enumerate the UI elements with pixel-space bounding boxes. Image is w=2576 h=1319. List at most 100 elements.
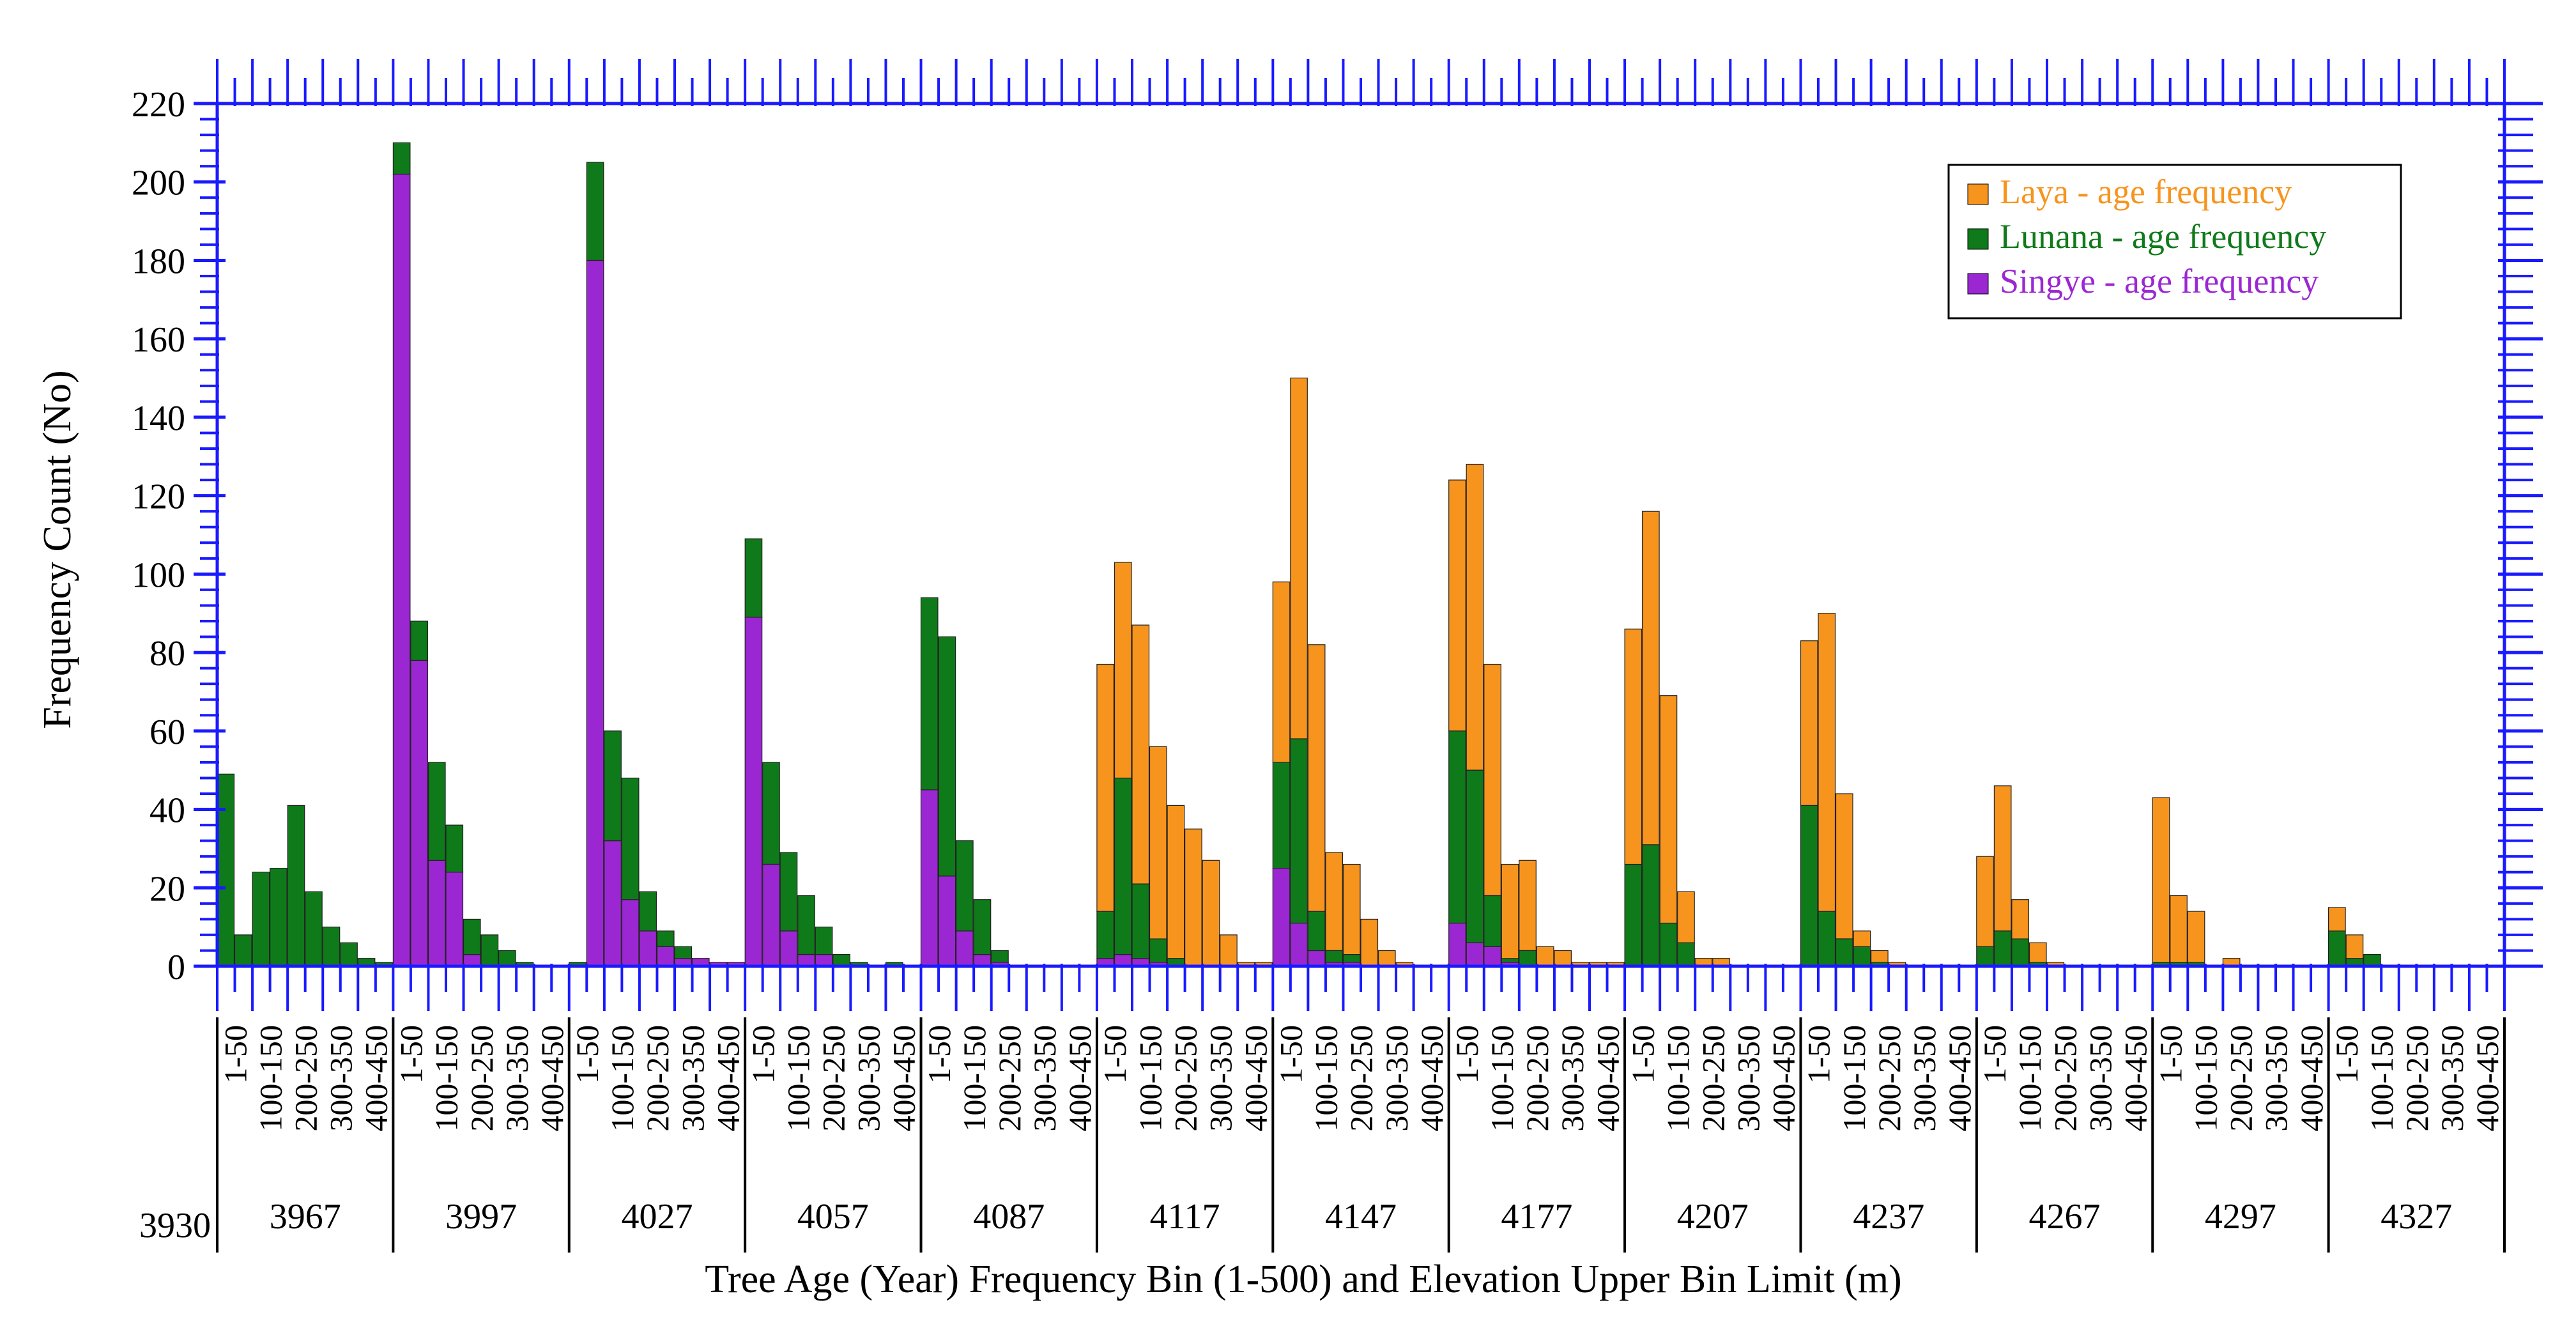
bar-laya-4207-3 xyxy=(1677,891,1695,943)
age-bin-label: 300-350 xyxy=(2258,1025,2294,1132)
bar-lunana-3997-0 xyxy=(392,142,411,175)
bar-lunana-4057-0 xyxy=(744,538,763,618)
age-bin-label: 400-450 xyxy=(1942,1025,1977,1132)
age-bin-label: 400-450 xyxy=(358,1025,394,1132)
bar-laya-4207-1 xyxy=(1642,511,1660,845)
age-bin-label: 200-250 xyxy=(2399,1025,2435,1132)
age-bin-label: 1-50 xyxy=(2153,1025,2189,1084)
age-bin-label: 300-350 xyxy=(1379,1025,1414,1132)
age-bin-label: 100-150 xyxy=(429,1025,464,1132)
age-bin-label: 200-250 xyxy=(816,1025,852,1132)
bar-laya-4237-2 xyxy=(1835,793,1853,939)
x-axis-title: Tree Age (Year) Frequency Bin (1-500) an… xyxy=(705,1258,1901,1301)
bar-lunana-4177-2 xyxy=(1483,895,1501,947)
bar-singye-3997-2 xyxy=(427,860,446,967)
elevation-label-3997: 3997 xyxy=(445,1197,517,1237)
bar-singye-4087-1 xyxy=(938,875,956,967)
age-bin-label: 200-250 xyxy=(2047,1025,2083,1132)
bar-lunana-3967-4 xyxy=(287,805,305,967)
age-bin-label: 100-150 xyxy=(604,1025,640,1132)
bar-singye-4087-2 xyxy=(955,930,974,967)
bar-lunana-4237-1 xyxy=(1818,911,1836,967)
y-axis-tick-labels: 0 20 40 60 80 100 120 140 160 180 200 220 xyxy=(132,85,185,987)
age-bin-label: 100-150 xyxy=(1308,1025,1344,1132)
bar-lunana-4177-4 xyxy=(1519,950,1537,967)
age-bin-label: 300-350 xyxy=(1027,1025,1062,1132)
bar-singye-4087-0 xyxy=(920,789,939,967)
bar-laya-4147-2 xyxy=(1307,644,1326,912)
y-tick-label: 0 xyxy=(167,948,185,987)
bar-laya-4177-3 xyxy=(1501,863,1519,959)
bar-singye-4057-4 xyxy=(815,953,833,967)
age-bin-label: 200-250 xyxy=(640,1025,675,1132)
bar-singye-4057-2 xyxy=(779,930,798,967)
bar-singye-4177-0 xyxy=(1448,922,1466,967)
bar-laya-4177-0 xyxy=(1448,479,1466,732)
legend-swatch-singye xyxy=(1967,273,1989,295)
age-bin-label: 200-250 xyxy=(2223,1025,2259,1132)
y-axis-title: Frequency Count (No) xyxy=(36,370,79,729)
y-tick-label: 200 xyxy=(132,164,185,203)
bar-lunana-4057-5 xyxy=(832,953,850,967)
age-bin-label: 1-50 xyxy=(217,1025,253,1084)
age-bin-label: 100-150 xyxy=(1132,1025,1168,1132)
bar-laya-4267-2 xyxy=(2011,899,2029,939)
bar-lunana-4147-0 xyxy=(1272,762,1291,869)
age-bin-label: 200-250 xyxy=(1167,1025,1203,1132)
age-bin-label: 100-150 xyxy=(252,1025,288,1132)
bar-lunana-4207-0 xyxy=(1624,863,1643,967)
y-tick-label: 60 xyxy=(150,713,185,752)
bar-lunana-4267-0 xyxy=(1976,946,1994,967)
age-bin-label: 1-50 xyxy=(1801,1025,1837,1084)
elevation-labels: 3930 3967 3997 4027 4057 4087 4117 4147 4177 4207… xyxy=(139,1197,2452,1246)
bar-lunana-3967-2 xyxy=(252,872,270,967)
age-bin-label: 300-350 xyxy=(1202,1025,1238,1132)
bar-laya-4297-1 xyxy=(2170,895,2188,963)
bar-singye-4177-1 xyxy=(1466,942,1484,967)
elevation-label-4147: 4147 xyxy=(1325,1197,1397,1237)
bar-lunana-4027-1 xyxy=(586,162,604,261)
bar-singye-3997-0 xyxy=(392,173,411,967)
bar-singye-4027-4 xyxy=(639,930,657,967)
elevation-label-4267: 4267 xyxy=(2029,1197,2101,1237)
bar-lunana-4117-0 xyxy=(1096,911,1115,959)
bar-lunana-4027-5 xyxy=(656,930,675,947)
age-bin-label: 300-350 xyxy=(675,1025,710,1132)
bar-lunana-4237-0 xyxy=(1800,805,1818,967)
bar-lunana-4147-4 xyxy=(1342,953,1361,963)
bar-lunana-3967-6 xyxy=(322,926,341,967)
bar-laya-4207-0 xyxy=(1624,628,1643,865)
bar-lunana-4147-3 xyxy=(1325,950,1343,963)
bar-lunana-4057-2 xyxy=(779,852,798,932)
age-bin-label: 200-250 xyxy=(1519,1025,1555,1132)
elevation-label-3967: 3967 xyxy=(270,1197,341,1237)
age-bin-label: 100-150 xyxy=(781,1025,816,1132)
age-bin-label: 300-350 xyxy=(1731,1025,1767,1132)
bar-lunana-3967-7 xyxy=(340,942,358,967)
legend-label-laya: Laya - age frequency xyxy=(2000,173,2292,211)
legend-swatch-laya xyxy=(1967,183,1989,205)
bar-laya-4207-2 xyxy=(1659,695,1678,924)
bar-laya-4147-1 xyxy=(1290,377,1308,739)
age-bin-label: 200-250 xyxy=(1696,1025,1731,1132)
bar-singye-4117-1 xyxy=(1114,953,1132,967)
bar-singye-4027-5 xyxy=(656,946,675,967)
legend-swatch-lunana xyxy=(1967,228,1989,250)
bar-lunana-4327-2 xyxy=(2363,953,2381,967)
age-bin-label: 1-50 xyxy=(394,1025,429,1084)
bar-laya-4177-5 xyxy=(1536,946,1554,967)
bar-lunana-4267-1 xyxy=(1993,930,2012,967)
bar-laya-4117-5 xyxy=(1184,828,1202,967)
age-bin-label: 1-50 xyxy=(1097,1025,1133,1084)
bar-singye-4027-3 xyxy=(621,899,640,967)
bar-lunana-3967-1 xyxy=(234,934,252,967)
age-bin-label: 300-350 xyxy=(2082,1025,2118,1132)
bar-laya-4147-3 xyxy=(1325,852,1343,951)
bar-laya-4117-2 xyxy=(1131,624,1150,884)
bar-lunana-4027-4 xyxy=(639,891,657,932)
age-bin-label: 300-350 xyxy=(1554,1025,1590,1132)
elevation-label-4087: 4087 xyxy=(973,1197,1045,1237)
bar-lunana-4087-4 xyxy=(991,950,1009,963)
bar-singye-4057-1 xyxy=(762,863,780,967)
bar-laya-4117-1 xyxy=(1114,562,1132,779)
